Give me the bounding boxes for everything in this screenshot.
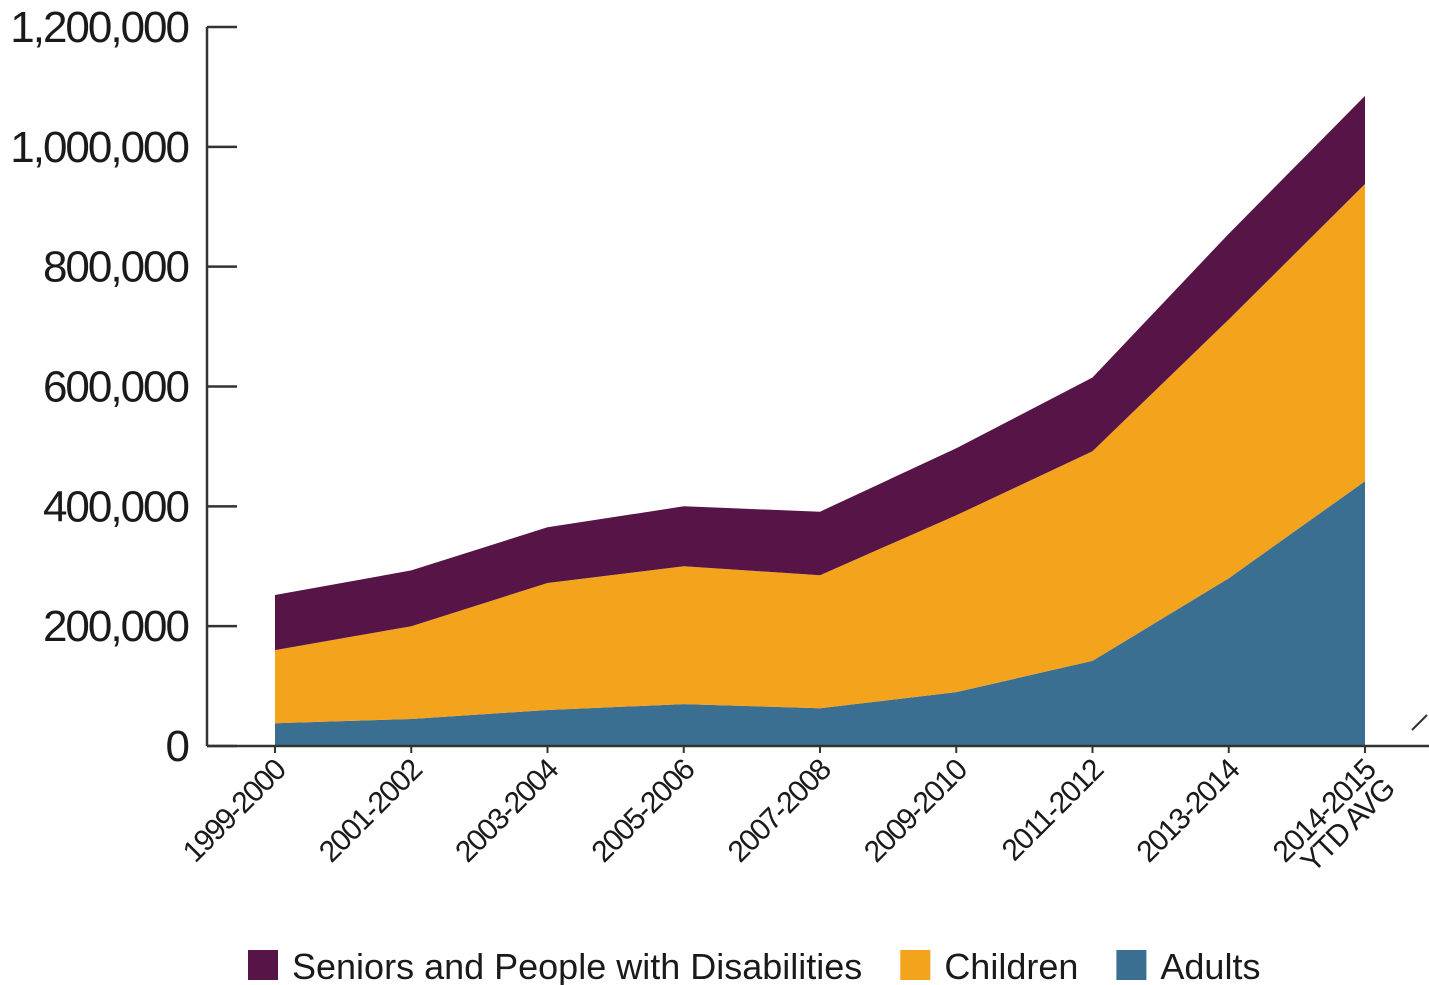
x-tick-label: 2014-2015YTD AVG: [1267, 753, 1402, 888]
x-tick-label: 2013-2014: [1130, 753, 1246, 869]
area-seniors-and-people-with-disabilities: [275, 95, 1365, 651]
x-tick-label: 2001-2002: [313, 753, 429, 869]
axes-group: [205, 25, 1429, 753]
x-tick-label: 2005-2006: [585, 753, 701, 869]
legend-swatch-seniors-and-people-with-disabilities: [248, 950, 278, 980]
y-tick-labels: 0 200,000 400,000 600,000 800,000 1,000,000 1,…: [10, 3, 190, 771]
y-tick-label: 800,000: [43, 243, 189, 292]
legend-label-seniors-and-people-with-disabilities: Seniors and People with Disabilities: [292, 946, 862, 985]
x-tick-label-line: 2009-2010: [858, 753, 974, 869]
y-tick-label: 0: [166, 722, 189, 771]
x-tick-label-line: 2003-2004: [449, 753, 565, 869]
x-tick-label-line: 1999-2000: [177, 753, 293, 869]
x-tick-label-line: 2007-2008: [722, 753, 838, 869]
legend-swatch-adults: [1116, 950, 1147, 980]
x-tick-label: 2007-2008: [722, 753, 838, 869]
area-children: [275, 184, 1365, 724]
axis-end-mark: [1411, 714, 1428, 731]
x-tick-label: 2003-2004: [449, 753, 565, 869]
legend-swatch-children: [900, 950, 931, 980]
x-tick-label-line: 2011-2012: [996, 753, 1110, 867]
legend: Seniors and People with Disabilities Chil…: [248, 946, 1260, 985]
y-tick-label: 1,200,000: [10, 3, 188, 52]
y-tick-label: 200,000: [43, 602, 189, 651]
x-tick-label-line: 2013-2014: [1130, 753, 1246, 869]
x-tick-labels: 1999-2000 2001-2002 2003-2004 2005-2006 2007…: [177, 753, 1402, 888]
area-series-group: [275, 95, 1365, 746]
x-tick-label: 1999-2000: [177, 753, 293, 869]
x-tick-label: 2011-2012: [996, 753, 1110, 867]
area-adults: [275, 481, 1365, 746]
legend-label-adults: Adults: [1160, 946, 1260, 985]
y-tick-label: 400,000: [43, 482, 189, 531]
x-tick-label-line: 2005-2006: [585, 753, 701, 869]
y-tick-label: 1,000,000: [10, 123, 188, 172]
x-tick-label: 2009-2010: [858, 753, 974, 869]
x-tick-label-line: 2001-2002: [313, 753, 429, 869]
y-tick-label: 600,000: [43, 363, 189, 412]
legend-label-children: Children: [944, 946, 1078, 985]
